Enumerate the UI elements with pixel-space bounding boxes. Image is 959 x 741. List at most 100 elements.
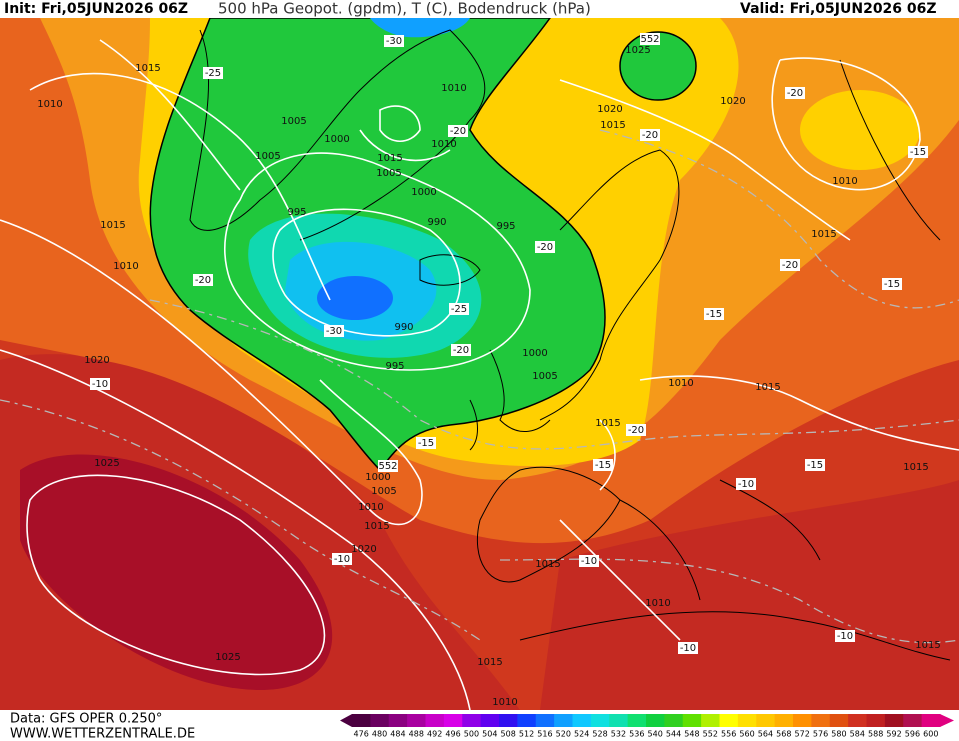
label-box — [384, 35, 404, 47]
header-bar — [0, 0, 959, 18]
temperature-label: -20 — [642, 130, 658, 141]
colorbar-swatch — [572, 714, 592, 727]
colorbar-label: 596 — [905, 730, 920, 739]
label-box — [835, 630, 855, 642]
temperature-label: -10 — [581, 556, 597, 567]
isobar-label: 1015 — [811, 229, 836, 240]
isotherm — [149, 299, 959, 450]
label-box — [324, 325, 344, 337]
isobar-label: 1015 — [100, 220, 125, 231]
isobar-label: 990 — [394, 322, 413, 333]
temperature-label: -15 — [884, 279, 900, 290]
isobar-label: 1000 — [411, 187, 436, 198]
colorbar-label: 580 — [831, 730, 846, 739]
colorbar-swatch — [829, 714, 849, 727]
temperature-label: -20 — [450, 126, 466, 137]
colorbar-label: 564 — [758, 730, 773, 739]
label-box — [90, 378, 110, 390]
coast-scandinavia — [539, 149, 680, 421]
isobar-label: 1005 — [255, 151, 280, 162]
isobar-label: 1010 — [668, 378, 693, 389]
colorbar-label: 528 — [592, 730, 607, 739]
temperature-label: -15 — [910, 147, 926, 158]
label-box — [780, 259, 800, 271]
colorbar-label: 556 — [721, 730, 736, 739]
colorbar-label: 504 — [482, 730, 497, 739]
colorbar-label: 476 — [354, 730, 369, 739]
temperature-label: -20 — [787, 88, 803, 99]
isobar-label: 1015 — [755, 382, 780, 393]
temperature-label: -10 — [680, 643, 696, 654]
colorbar-swatch — [701, 714, 720, 727]
temperature-label: -10 — [334, 554, 350, 565]
temperature-label: -15 — [418, 438, 434, 449]
colorbar-label: 592 — [886, 730, 901, 739]
colorbar-swatch — [462, 714, 482, 727]
label-box — [736, 478, 756, 490]
label-box — [416, 437, 436, 449]
colorbar-swatch — [370, 714, 390, 727]
temperature-label: -20 — [628, 425, 644, 436]
isobar-label: 1000 — [365, 472, 390, 483]
temperature-label: -25 — [451, 304, 467, 315]
colorbar-swatch — [425, 714, 445, 727]
label-box — [535, 241, 555, 253]
isobar — [0, 219, 423, 526]
map-labels: 1015 1010 1005 1005 1000 1015 1005 1010 1010 1000… — [37, 33, 941, 708]
colorbar-label: 516 — [537, 730, 552, 739]
colorbar-label: 576 — [813, 730, 828, 739]
isobar-label: 1015 — [535, 559, 560, 570]
isobar-label: 1010 — [358, 502, 383, 513]
isobar-label: 1005 — [376, 168, 401, 179]
label-box — [593, 459, 613, 471]
label-box — [332, 553, 352, 565]
temperature-label: -10 — [738, 479, 754, 490]
colorbar-swatch — [884, 714, 904, 727]
geopotential-label: 552 — [640, 34, 659, 45]
isobar-label: 1015 — [600, 120, 625, 131]
colorbar-swatch — [499, 714, 518, 727]
colorbar: 476 480 484 488 492 496 500 504 508 512 516 520 524 5… — [340, 714, 954, 739]
coast-europe — [476, 466, 951, 661]
coast-britain — [469, 349, 551, 451]
isobar-label: 1015 — [477, 657, 502, 668]
colorbar-label: 544 — [666, 730, 681, 739]
field-warm-se — [540, 480, 959, 710]
label-box — [640, 33, 660, 45]
label-box — [678, 642, 698, 654]
isobar-label: 1010 — [645, 598, 670, 609]
isobar-label: 990 — [427, 217, 446, 228]
isobar-label: 1015 — [364, 521, 389, 532]
isobar-label: 1000 — [324, 134, 349, 145]
colorbar-swatch — [554, 714, 573, 727]
colorbar-label: 540 — [648, 730, 663, 739]
label-box — [805, 459, 825, 471]
temperature-label: -20 — [453, 345, 469, 356]
colorbar-swatch — [352, 714, 371, 727]
temperature-label: -20 — [537, 242, 553, 253]
isobar-label: 1005 — [281, 116, 306, 127]
label-box — [704, 308, 724, 320]
isobar — [224, 152, 531, 371]
isobar-label: 1020 — [720, 96, 745, 107]
colorbar-label: 500 — [464, 730, 479, 739]
label-box — [448, 125, 468, 137]
colorbar-swatch — [590, 714, 610, 727]
isobar-label: 1005 — [371, 486, 396, 497]
colorbar-swatch — [903, 714, 923, 727]
colorbar-label: 588 — [868, 730, 883, 739]
isobar-label: 1010 — [113, 261, 138, 272]
label-box — [882, 278, 902, 290]
colorbar-swatch — [682, 714, 702, 727]
field-green-ne — [619, 31, 697, 101]
isobar-label: 1020 — [351, 544, 376, 555]
colorbar-swatch — [756, 714, 776, 727]
coast-ural — [839, 59, 941, 241]
colorbar-label: 512 — [519, 730, 534, 739]
map-field: 1015 1010 1005 1005 1000 1015 1005 1010 1010 1000… — [0, 18, 959, 710]
isobar-label: 1010 — [441, 83, 466, 94]
colorbar-label: 532 — [611, 730, 626, 739]
isobar-label: 1010 — [832, 176, 857, 187]
isobar-label: 995 — [496, 221, 515, 232]
